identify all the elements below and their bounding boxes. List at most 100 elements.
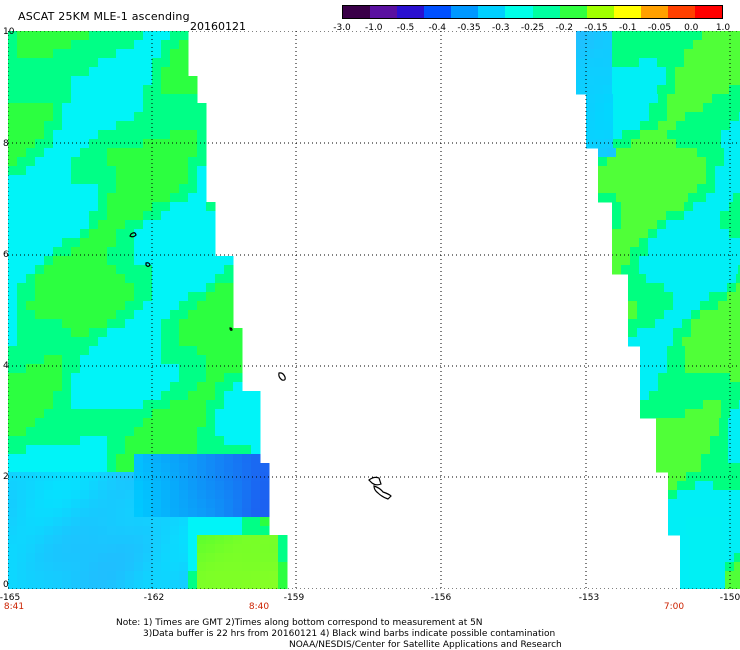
swath-cell <box>215 382 225 392</box>
swath-cell <box>161 517 171 527</box>
swath-cell <box>685 103 695 113</box>
swath-cell <box>89 571 99 581</box>
swath-cell <box>697 148 707 158</box>
swath-cell <box>53 499 63 509</box>
swath-cell <box>161 508 171 518</box>
swath-cell <box>693 229 703 239</box>
swath-cell <box>179 274 189 284</box>
swath-cell <box>668 481 678 491</box>
swath-cell <box>673 283 683 293</box>
swath-cell <box>689 580 699 589</box>
swath-cell <box>26 373 36 383</box>
swath-cell <box>143 481 153 491</box>
swath-cell <box>152 328 162 338</box>
swath-cell <box>709 274 719 284</box>
swath-cell <box>62 94 72 104</box>
swath-cell <box>8 148 18 158</box>
swath-cell <box>179 265 189 275</box>
swath-cell <box>80 481 90 491</box>
swath-cell <box>116 112 126 122</box>
swath-cell <box>731 481 740 491</box>
swath-cell <box>621 247 631 257</box>
swath-cell <box>215 256 225 266</box>
swath-cell <box>134 409 144 419</box>
swath-cell <box>161 103 171 113</box>
swath-cell <box>17 40 27 50</box>
swath-cell <box>152 355 162 365</box>
swath-cell <box>71 283 81 293</box>
swath-cell <box>721 103 731 113</box>
swath-cell <box>116 238 126 248</box>
swath-cell <box>695 526 705 536</box>
swath-cell <box>98 130 108 140</box>
swath-cell <box>125 490 135 500</box>
swath-cell <box>711 202 721 212</box>
swath-cell <box>134 85 144 95</box>
swath-cell <box>62 562 72 572</box>
color-swatch <box>667 6 696 18</box>
swath-cell <box>143 418 153 428</box>
swath-cell <box>197 508 207 518</box>
swath-cell <box>152 337 162 347</box>
swath-cell <box>152 490 162 500</box>
swath-cell <box>71 292 81 302</box>
swath-cell <box>143 391 153 401</box>
swath-cell <box>683 445 693 455</box>
swath-cell <box>640 112 650 122</box>
swath-cell <box>152 193 162 203</box>
swath-cell <box>89 220 99 230</box>
swath-cell <box>53 418 63 428</box>
swath-cell <box>143 454 153 464</box>
swath-cell <box>134 130 144 140</box>
swath-cell <box>703 409 713 419</box>
swath-cell <box>197 193 207 203</box>
swath-cell <box>143 463 153 473</box>
swath-cell <box>725 544 735 554</box>
swath-cell <box>71 121 81 131</box>
swath-cell <box>125 265 135 275</box>
swath-cell <box>682 301 692 311</box>
swath-cell <box>657 202 667 212</box>
swath-cell <box>595 121 605 131</box>
swath-cell <box>17 256 27 266</box>
swath-cell <box>62 292 72 302</box>
swath-cell <box>206 544 216 554</box>
swath-cell <box>134 67 144 77</box>
swath-cell <box>722 481 732 491</box>
swath-cell <box>673 337 683 347</box>
swath-cell <box>152 31 162 41</box>
swath-cell <box>694 130 704 140</box>
swath-cell <box>44 346 54 356</box>
swath-cell <box>711 256 721 266</box>
swath-cell <box>26 238 36 248</box>
swath-cell <box>17 67 27 77</box>
swath-cell <box>738 49 740 59</box>
swath-cell <box>17 310 27 320</box>
swath-cell <box>715 157 725 167</box>
swath-cell <box>8 310 18 320</box>
swath-cell <box>711 31 721 41</box>
swath-cell <box>738 40 740 50</box>
swath-cell <box>724 148 734 158</box>
swath-cell <box>26 85 36 95</box>
swath-cell <box>649 400 659 410</box>
swath-cell <box>730 373 740 383</box>
swath-cell <box>44 382 54 392</box>
swath-cell <box>116 463 126 473</box>
swath-cell <box>143 265 153 275</box>
swath-cell <box>26 409 36 419</box>
swath-cell <box>98 85 108 95</box>
swath-cell <box>694 112 704 122</box>
swath-cell <box>688 157 698 167</box>
swath-cell <box>684 265 694 275</box>
swath-cell <box>702 265 712 275</box>
swath-cell <box>143 49 153 59</box>
swath-cell <box>44 175 54 185</box>
swath-cell <box>224 292 234 302</box>
swath-cell <box>637 283 647 293</box>
swath-cell <box>621 67 631 77</box>
swath-cell <box>107 454 117 464</box>
swath-cell <box>107 508 117 518</box>
swath-cell <box>98 256 108 266</box>
lon-label--156: -156 <box>430 593 452 603</box>
